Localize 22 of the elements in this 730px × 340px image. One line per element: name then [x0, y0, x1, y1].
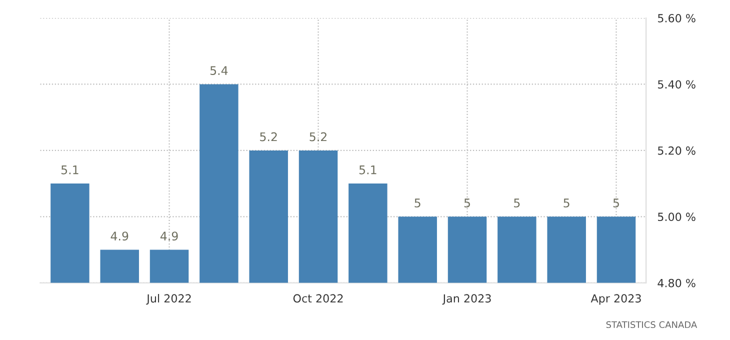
x-tick-label: Jan 2023 — [442, 294, 491, 305]
data-label: 4.9 — [110, 232, 128, 241]
data-label: 5.1 — [359, 166, 376, 174]
data-label: 5.2 — [310, 132, 326, 142]
data-label: 5 — [414, 198, 420, 208]
x-tick-label: Jul 2022 — [146, 294, 191, 305]
text: STATISTICS CANADA — [606, 321, 698, 328]
data-label: 4.9 — [160, 232, 178, 241]
data-label: 5 — [514, 198, 520, 208]
data-label: 5 — [613, 198, 619, 208]
data-label: 5 — [564, 198, 570, 208]
y-tick-label: 5.20 % — [658, 146, 696, 155]
data-label: 5.4 — [210, 66, 228, 76]
y-tick-label: 5.40 % — [658, 80, 696, 89]
y-tick-label: 5.00 % — [658, 212, 696, 222]
data-label: 5.2 — [260, 132, 277, 142]
x-tick-label: Oct 2022 — [293, 294, 343, 303]
data-label: 5 — [464, 198, 470, 208]
y-tick-label: 5.60 % — [658, 14, 696, 22]
data-label: 5.1 — [61, 166, 78, 174]
y-tick-label: 4.80 % — [658, 278, 696, 288]
x-tick-label: Apr 2023 — [590, 294, 641, 305]
